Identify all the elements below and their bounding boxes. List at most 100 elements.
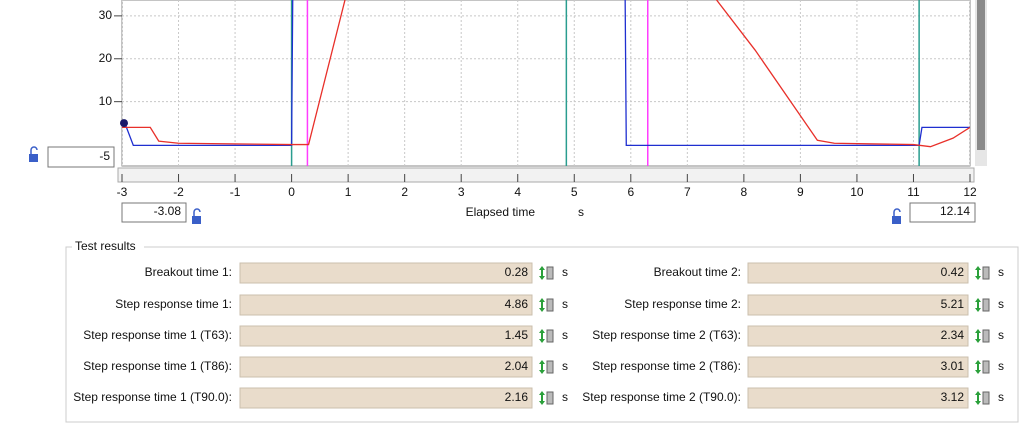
x-max-input[interactable]	[909, 202, 976, 223]
plot-area	[121, 0, 971, 167]
arrow-box	[982, 266, 990, 280]
result-unit: s	[998, 265, 1004, 279]
x-tick-label: -2	[173, 185, 184, 199]
lock-icon[interactable]	[892, 208, 901, 224]
x-max-value[interactable]: 12.14	[940, 204, 970, 218]
result-field	[747, 387, 969, 409]
result-unit: s	[562, 297, 568, 311]
result-label: Step response time 2 (T90.0):	[582, 390, 741, 404]
result-value: 2.34	[941, 328, 965, 342]
y-min-value[interactable]: -5	[99, 149, 110, 163]
arrow-box	[982, 360, 990, 374]
arrow-box	[546, 329, 554, 343]
arrow-icon[interactable]	[539, 266, 554, 280]
result-value: 2.16	[505, 390, 529, 404]
series-line	[122, 0, 970, 147]
arrow-icon[interactable]	[975, 266, 990, 280]
x-min-value[interactable]: -3.08	[154, 204, 182, 218]
group-box	[65, 246, 1019, 423]
x-tick-label: 11	[907, 185, 920, 199]
result-unit: s	[998, 297, 1004, 311]
arrow-glyph	[539, 329, 545, 343]
result-unit: s	[998, 390, 1004, 404]
result-label: Breakout time 1:	[145, 265, 232, 279]
result-unit: s	[562, 390, 568, 404]
result-field	[747, 262, 969, 284]
result-label: Step response time 1 (T90.0):	[73, 390, 232, 404]
arrow-glyph	[539, 360, 545, 374]
arrow-icon[interactable]	[539, 329, 554, 343]
x-tick-label: 1	[345, 185, 352, 199]
result-unit: s	[562, 328, 568, 342]
group-box-gap	[72, 240, 144, 254]
x-min-input[interactable]	[121, 202, 187, 223]
y-min-input[interactable]	[47, 146, 115, 168]
arrow-box	[546, 266, 554, 280]
result-field	[239, 294, 533, 316]
result-value: 3.12	[941, 390, 965, 404]
result-field	[747, 356, 969, 378]
result-field	[239, 356, 533, 378]
x-tick-label: -1	[230, 185, 241, 199]
scroll-thumb[interactable]	[977, 0, 985, 150]
result-unit: s	[998, 359, 1004, 373]
arrow-icon[interactable]	[539, 360, 554, 374]
x-ruler	[117, 167, 975, 183]
y-tick-label: 20	[99, 51, 113, 65]
result-field	[239, 387, 533, 409]
x-tick-label: 9	[797, 185, 804, 199]
x-tick-label: 10	[850, 185, 864, 199]
x-tick-label: 3	[458, 185, 465, 199]
x-tick-label: 12	[963, 185, 977, 199]
arrow-glyph	[975, 360, 981, 374]
arrow-box	[546, 360, 554, 374]
result-value: 0.28	[505, 265, 529, 279]
plot	[122, 0, 970, 166]
series-line	[122, 0, 970, 148]
y-tick-label: 10	[99, 94, 113, 108]
result-label: Step response time 2:	[624, 297, 741, 311]
arrow-icon[interactable]	[539, 298, 554, 312]
result-label: Step response time 1 (T86):	[83, 359, 232, 373]
result-unit: s	[998, 328, 1004, 342]
result-label: Breakout time 2:	[654, 265, 741, 279]
arrow-glyph	[975, 329, 981, 343]
arrow-icon[interactable]	[975, 298, 990, 312]
lock-icon[interactable]	[29, 146, 38, 162]
arrow-glyph	[539, 391, 545, 405]
result-field	[239, 325, 533, 347]
x-tick-label: 5	[571, 185, 578, 199]
x-tick-label: 7	[684, 185, 691, 199]
arrow-icon[interactable]	[975, 360, 990, 374]
x-tick-label: 6	[627, 185, 634, 199]
group-title: Test results	[75, 239, 136, 253]
arrow-box	[982, 391, 990, 405]
arrow-icon[interactable]	[539, 391, 554, 405]
result-value: 0.42	[941, 265, 965, 279]
arrow-icon[interactable]	[975, 329, 990, 343]
lock-icon[interactable]	[192, 208, 201, 224]
result-label: Step response time 1 (T63):	[83, 328, 232, 342]
x-tick-label: 0	[288, 185, 295, 199]
y-tick-label: 30	[99, 8, 113, 22]
result-value: 4.86	[505, 297, 529, 311]
result-label: Step response time 2 (T86):	[592, 359, 741, 373]
result-field	[747, 294, 969, 316]
arrow-box	[982, 298, 990, 312]
x-axis-label: Elapsed time	[466, 205, 536, 219]
arrow-glyph	[975, 298, 981, 312]
result-value: 2.04	[505, 359, 529, 373]
arrow-glyph	[539, 266, 545, 280]
result-unit: s	[562, 359, 568, 373]
result-field	[239, 262, 533, 284]
result-field	[747, 325, 969, 347]
x-axis-unit: s	[578, 205, 584, 219]
cursor-handle	[120, 119, 128, 128]
result-value: 3.01	[941, 359, 965, 373]
result-value: 5.21	[941, 297, 965, 311]
x-tick-label: -3	[117, 185, 128, 199]
x-tick-label: 8	[741, 185, 748, 199]
arrow-glyph	[975, 266, 981, 280]
arrow-box	[546, 298, 554, 312]
arrow-icon[interactable]	[975, 391, 990, 405]
